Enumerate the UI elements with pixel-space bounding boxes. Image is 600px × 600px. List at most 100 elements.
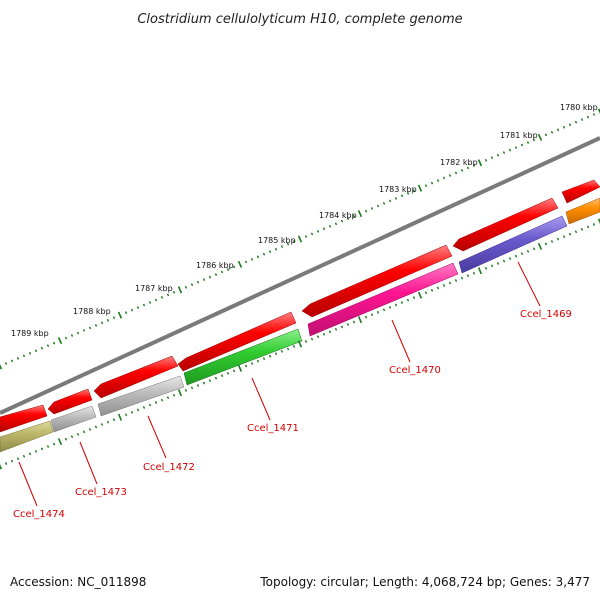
inner-ruler-minor-tick bbox=[508, 257, 512, 260]
leader-ccel-1473 bbox=[79, 441, 98, 485]
inner-ruler-minor-tick bbox=[430, 288, 434, 292]
inner-ruler-minor-tick bbox=[310, 337, 314, 341]
outer-ruler-minor-tick bbox=[502, 151, 506, 154]
gene-arrow-red[interactable] bbox=[452, 197, 559, 252]
outer-ruler-minor-tick bbox=[190, 283, 194, 287]
outer-ruler-minor-tick bbox=[580, 118, 584, 121]
inner-ruler-minor-tick bbox=[190, 386, 194, 390]
inner-ruler-minor-tick bbox=[226, 371, 230, 375]
gene-bar-ccel-1470[interactable] bbox=[307, 262, 459, 337]
outer-ruler-minor-tick bbox=[46, 344, 50, 348]
gene-label-ccel-1473[interactable]: Ccel_1473 bbox=[75, 487, 127, 498]
gene-arrow-red[interactable] bbox=[47, 388, 93, 415]
gene-label-ccel-1472[interactable]: Ccel_1472 bbox=[143, 462, 195, 473]
inner-ruler-minor-tick bbox=[28, 452, 32, 456]
inner-ruler-minor-tick bbox=[82, 430, 86, 434]
outer-ruler-minor-tick bbox=[256, 255, 260, 259]
inner-ruler-minor-tick bbox=[442, 284, 446, 287]
outer-ruler-minor-tick bbox=[94, 324, 98, 327]
leader-ccel-1472 bbox=[147, 415, 167, 459]
leader-ccel-1474 bbox=[18, 461, 38, 507]
inner-ruler-minor-tick bbox=[586, 225, 590, 229]
gene-label-ccel-1469[interactable]: Ccel_1469 bbox=[520, 309, 572, 320]
outer-ruler-minor-tick bbox=[88, 326, 92, 330]
inner-ruler-minor-tick bbox=[130, 410, 134, 414]
inner-ruler-minor-tick bbox=[388, 306, 392, 309]
outer-ruler-minor-tick bbox=[316, 230, 320, 233]
inner-ruler-minor-tick bbox=[370, 313, 374, 317]
inner-ruler-minor-tick bbox=[280, 349, 284, 353]
gene-arrow-red[interactable] bbox=[177, 311, 297, 372]
inner-ruler-minor-tick bbox=[400, 301, 404, 304]
inner-ruler-minor-tick bbox=[46, 445, 50, 448]
inner-ruler-minor-tick bbox=[64, 437, 68, 441]
outer-ruler-minor-tick bbox=[34, 349, 38, 353]
outer-ruler-minor-tick bbox=[346, 217, 350, 221]
outer-ruler-minor-tick bbox=[490, 156, 494, 160]
gene-bar-ccel-1473[interactable] bbox=[50, 405, 97, 433]
inner-ruler-minor-tick bbox=[334, 327, 338, 331]
gene-bar-ccel-1469[interactable] bbox=[458, 215, 568, 274]
gene-label-ccel-1474[interactable]: Ccel_1474 bbox=[13, 509, 65, 520]
inner-ruler-minor-tick bbox=[106, 420, 110, 424]
gene-bar-orange[interactable] bbox=[565, 197, 600, 225]
inner-ruler-minor-tick bbox=[520, 252, 524, 256]
outer-ruler-minor-tick bbox=[448, 174, 452, 177]
outer-ruler-minor-tick bbox=[214, 273, 218, 276]
label-leaders bbox=[18, 261, 541, 507]
gene-arrow-red[interactable] bbox=[93, 355, 179, 399]
gene-label-ccel-1471[interactable]: Ccel_1471 bbox=[247, 423, 299, 434]
outer-ruler-minor-tick bbox=[154, 298, 158, 302]
inner-ruler-minor-tick bbox=[250, 362, 254, 365]
inner-ruler-major-tick bbox=[0, 463, 3, 470]
outer-ruler-minor-tick bbox=[64, 336, 68, 340]
inner-ruler-minor-tick bbox=[208, 379, 212, 382]
inner-ruler-minor-tick bbox=[316, 335, 320, 339]
outer-ruler-minor-tick bbox=[4, 362, 8, 365]
inner-ruler-minor-tick bbox=[244, 364, 248, 368]
inner-ruler-minor-tick bbox=[526, 249, 530, 253]
outer-ruler-minor-tick bbox=[424, 184, 428, 188]
inner-ruler-minor-tick bbox=[268, 354, 272, 358]
outer-ruler-minor-tick bbox=[202, 278, 206, 281]
outer-ruler-minor-tick bbox=[208, 275, 212, 279]
inner-ruler-minor-tick bbox=[160, 398, 164, 402]
gene-label-ccel-1470[interactable]: Ccel_1470 bbox=[389, 365, 441, 376]
inner-ruler-minor-tick bbox=[154, 401, 158, 404]
gene-bar-ccel-1472[interactable] bbox=[97, 375, 185, 417]
outer-ruler-minor-tick bbox=[226, 268, 230, 271]
gene-arrow-red[interactable] bbox=[0, 404, 48, 433]
outer-ruler-minor-tick bbox=[370, 207, 374, 210]
gene-arrow-red[interactable] bbox=[301, 244, 453, 318]
outer-ruler-major-tick bbox=[57, 337, 63, 345]
gene-bar-ccel-1474[interactable] bbox=[0, 420, 54, 453]
inner-ruler-minor-tick bbox=[76, 432, 80, 436]
inner-ruler-major-tick bbox=[597, 218, 600, 225]
inner-ruler-minor-tick bbox=[34, 449, 38, 453]
inner-ruler-minor-tick bbox=[124, 413, 128, 417]
inner-ruler-minor-tick bbox=[262, 357, 266, 361]
inner-ruler-minor-tick bbox=[346, 323, 350, 326]
map-title: Clostridium cellulolyticum H10, complete… bbox=[137, 12, 462, 27]
gene-arrow-red[interactable] bbox=[561, 179, 600, 204]
ruler-label-1782: 1782 kbp bbox=[440, 158, 478, 167]
outer-ruler-minor-tick bbox=[142, 303, 146, 307]
ruler-label-1787: 1787 kbp bbox=[135, 284, 173, 293]
outer-ruler-minor-tick bbox=[472, 163, 476, 167]
inner-ruler-minor-tick bbox=[10, 459, 14, 463]
inner-ruler-major-tick bbox=[417, 291, 423, 299]
outer-ruler-minor-tick bbox=[556, 128, 560, 132]
outer-ruler-minor-tick bbox=[544, 133, 548, 137]
outer-ruler-minor-tick bbox=[268, 250, 272, 254]
inner-ruler-minor-tick bbox=[352, 320, 356, 324]
inner-ruler-minor-tick bbox=[454, 279, 458, 282]
red-arrow-track bbox=[0, 179, 600, 433]
inner-ruler-minor-tick bbox=[220, 374, 224, 378]
outer-ruler-minor-tick bbox=[112, 316, 116, 320]
outer-ruler-minor-tick bbox=[568, 123, 572, 127]
inner-ruler-minor-tick bbox=[556, 237, 560, 241]
outer-ruler-minor-tick bbox=[106, 318, 110, 322]
outer-ruler-minor-tick bbox=[82, 329, 86, 332]
gene-bar-ccel-1471[interactable] bbox=[183, 328, 303, 386]
outer-ruler bbox=[0, 108, 600, 370]
